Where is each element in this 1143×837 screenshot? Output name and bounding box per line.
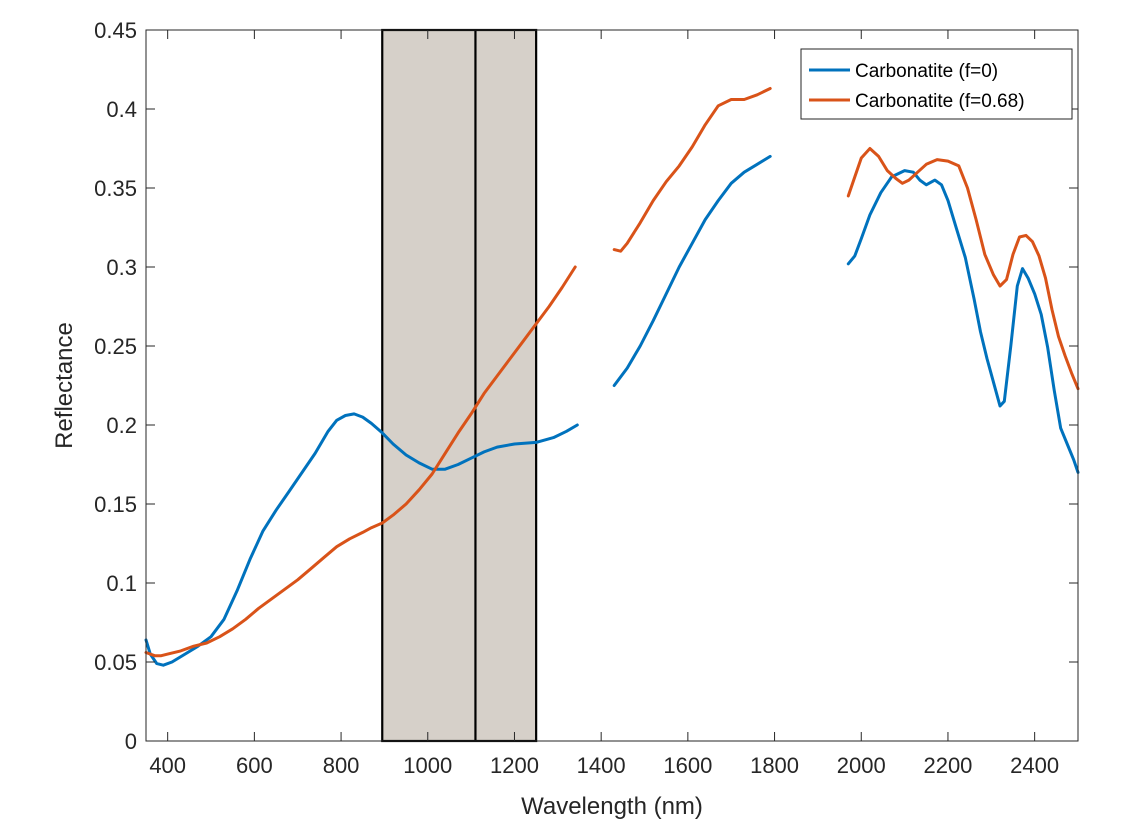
axes-box <box>145 29 1079 742</box>
x-tick-label: 2200 <box>923 753 972 778</box>
x-tick-label: 1400 <box>577 753 626 778</box>
axes-layer: 400 600 800 1000 1200 1400 1600 1800 2000 2200 240… <box>94 18 1079 778</box>
x-tick-label: 800 <box>323 753 360 778</box>
series-2-line-segment-2 <box>612 87 772 253</box>
legend-label-1: Carbonatite (f=0) <box>855 61 998 82</box>
shaded-band-layer <box>146 28 1078 743</box>
x-axis-label: Wavelength (nm) <box>521 793 703 820</box>
y-axis-label: Reflectance <box>51 322 78 449</box>
legend-label-2: Carbonatite (f=0.68) <box>855 91 1025 112</box>
x-tick-label: 2000 <box>837 753 886 778</box>
series-1-line-segment-3 <box>846 169 1080 474</box>
x-tick-label: 1000 <box>403 753 452 778</box>
legend-box <box>800 48 1073 120</box>
y-tick-label: 0.3 <box>106 255 137 280</box>
y-tick-label: 0.1 <box>106 571 137 596</box>
y-tick-label: 0.35 <box>94 176 137 201</box>
x-tick-label: 1800 <box>750 753 799 778</box>
x-tick-label: 1600 <box>663 753 712 778</box>
x-tick-label: 2400 <box>1010 753 1059 778</box>
shaded-band <box>381 28 538 743</box>
series-layer <box>144 87 1080 667</box>
x-tick-label: 600 <box>236 753 273 778</box>
y-tick-label: 0.05 <box>94 650 137 675</box>
legend: Carbonatite (f=0) Carbonatite (f=0.68) <box>800 48 1073 120</box>
series-2-line-segment-1 <box>144 265 577 658</box>
series-2-line-segment-3 <box>846 147 1080 391</box>
plot-area <box>146 30 1078 741</box>
x-tick-label: 400 <box>149 753 186 778</box>
y-tick-label: 0 <box>125 729 137 754</box>
y-tick-label: 0.45 <box>94 18 137 43</box>
y-tick-label: 0.2 <box>106 413 137 438</box>
y-tick-label: 0.15 <box>94 492 137 517</box>
x-tick-label: 1200 <box>490 753 539 778</box>
series-1-line-segment-2 <box>612 154 772 387</box>
y-tick-label: 0.25 <box>94 334 137 359</box>
y-tick-label: 0.4 <box>106 97 137 122</box>
